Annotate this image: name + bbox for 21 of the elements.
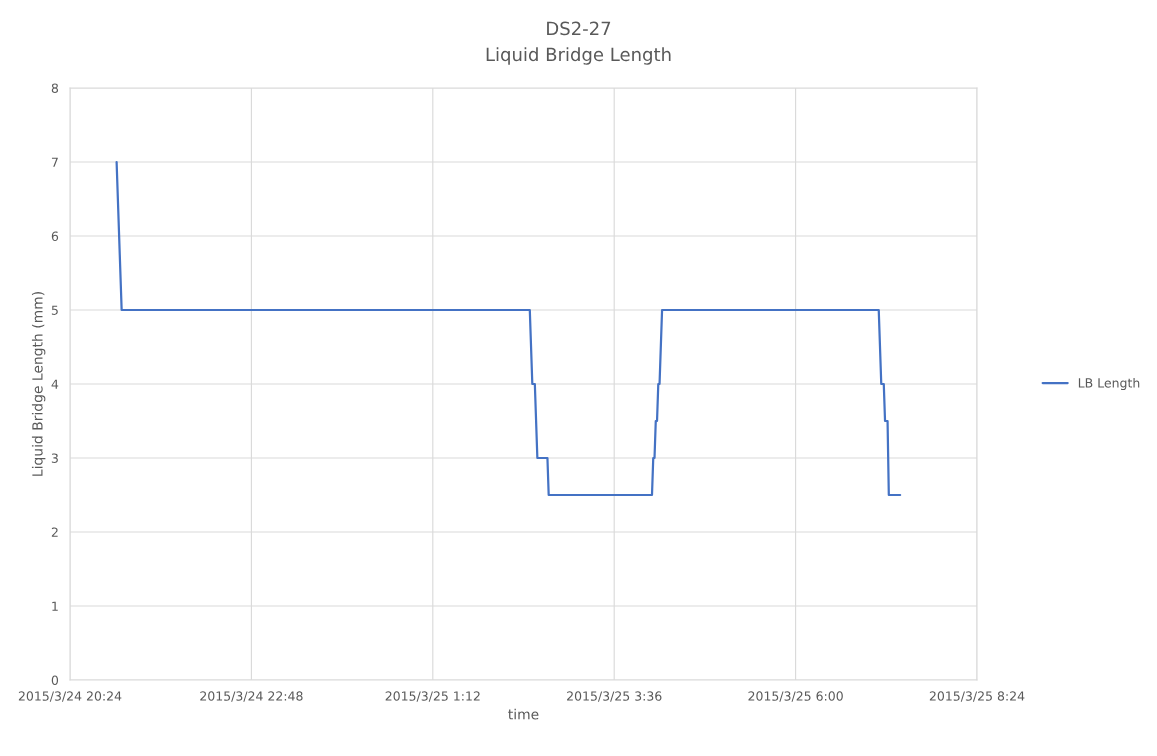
chart-subtitle: Liquid Bridge Length <box>486 47 671 65</box>
x-tick-label: 2015/3/24 20:24 <box>18 691 122 702</box>
chart-title: DS2-27 <box>547 21 611 36</box>
x-tick-label: 2015/3/24 22:48 <box>200 691 303 702</box>
y-tick-label: 2 <box>51 527 58 537</box>
y-tick-label: 4 <box>51 379 59 389</box>
x-tick-label: 2015/3/25 8:24 <box>929 691 1025 702</box>
y-tick-label: 8 <box>51 83 59 93</box>
y-tick-label: 3 <box>51 453 58 463</box>
x-axis-title: time <box>508 708 539 720</box>
y-tick-label: 0 <box>51 675 59 685</box>
y-tick-label: 7 <box>51 157 58 167</box>
y-tick-label: 1 <box>52 601 58 611</box>
line-series <box>115 160 902 497</box>
y-tick-label: 5 <box>51 305 58 315</box>
x-tick-label: 2015/3/25 1:12 <box>385 691 480 702</box>
legend-label: LB Length <box>1078 377 1140 391</box>
x-tick-label: 2015/3/25 6:00 <box>748 691 843 702</box>
y-axis-title: Liquid Bridge Length (mm) <box>31 292 46 476</box>
y-tick-label: 6 <box>51 231 59 241</box>
x-tick-label: 2015/3/25 3:36 <box>567 691 662 702</box>
